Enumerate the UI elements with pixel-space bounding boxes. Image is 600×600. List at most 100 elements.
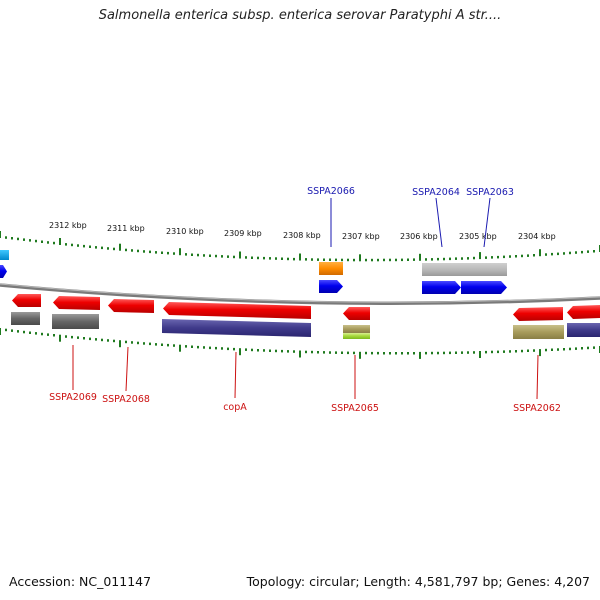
gene-feature[interactable] [513,325,564,339]
minor-tick [467,351,469,354]
gene-label[interactable]: SSPA2069 [49,392,97,403]
gene-feature[interactable] [0,250,9,260]
minor-tick [71,243,73,247]
minor-tick [311,258,313,261]
minor-tick [65,335,67,338]
gene-label[interactable]: SSPA2068 [102,394,150,405]
major-tick [539,349,541,357]
minor-tick [575,347,577,350]
minor-tick [515,350,517,353]
minor-tick [275,257,277,260]
minor-tick [83,337,85,340]
gene-label[interactable]: copA [223,402,247,413]
gene-label[interactable]: SSPA2062 [513,403,561,414]
minor-tick [521,349,523,353]
minor-tick [317,258,319,261]
scale-label: 2311 kbp [107,224,145,233]
minor-tick [197,253,199,257]
minor-tick [131,249,133,252]
minor-tick [293,257,295,261]
gene-feature[interactable] [343,325,370,333]
minor-tick [293,350,295,353]
minor-tick [413,352,415,355]
minor-tick [431,351,433,355]
gene-label[interactable]: SSPA2066 [307,186,355,197]
minor-tick [5,236,7,239]
minor-tick [107,247,109,250]
gene-feature-sspa2062[interactable] [513,307,563,321]
gene-feature-sspa2065[interactable] [343,307,370,320]
forward-genes [0,250,507,294]
scale-label: 2308 kbp [283,231,321,240]
gene-feature[interactable] [52,314,99,329]
minor-tick [209,346,211,350]
gene-feature-sspa2064[interactable] [422,281,461,294]
minor-tick [287,257,289,261]
gene-feature[interactable] [0,265,7,278]
minor-tick [491,350,493,354]
minor-tick [305,258,307,261]
minor-tick [533,349,535,352]
gene-feature-sspa2069[interactable] [53,296,100,310]
minor-tick [125,248,127,252]
minor-tick [215,346,217,350]
major-tick [299,350,301,358]
minor-tick [47,241,49,244]
minor-tick [311,350,313,354]
gene-feature[interactable] [422,263,507,276]
gene-feature[interactable] [11,312,40,325]
major-tick [239,251,241,259]
minor-tick [569,347,571,351]
gene-feature-copA[interactable] [163,302,311,319]
genome-backbone-highlight [0,283,600,303]
minor-tick [83,244,85,248]
gene-feature[interactable] [343,333,370,339]
scale-label: 2309 kbp [224,229,262,238]
gene-feature[interactable] [567,323,600,337]
minor-tick [287,350,289,353]
topology-text: Topology: circular; Length: 4,581,797 bp… [246,574,590,589]
minor-tick [371,351,373,355]
minor-tick [149,342,151,346]
minor-tick [41,240,43,243]
gene-label[interactable]: SSPA2064 [412,187,460,198]
gene-feature-sspa2068[interactable] [108,299,154,313]
minor-tick [563,348,565,351]
gene-feature-sspa2066[interactable] [319,280,343,293]
minor-tick [509,350,511,353]
gene-feature[interactable] [162,319,311,337]
minor-tick [23,330,25,334]
minor-tick [281,257,283,260]
major-tick [59,334,61,342]
genome-backbone [0,283,600,305]
minor-tick [65,243,67,246]
minor-tick [77,244,79,247]
minor-tick [569,251,571,255]
gene-feature[interactable] [12,294,41,307]
gene-feature[interactable] [319,262,343,275]
minor-tick [443,351,445,355]
minor-tick [365,258,367,262]
gene-label[interactable]: SSPA2065 [331,403,379,414]
minor-tick [107,339,109,342]
minor-tick [281,349,283,353]
minor-tick [473,256,475,260]
minor-tick [557,252,559,256]
minor-tick [203,346,205,349]
minor-tick [527,254,529,257]
minor-tick [347,258,349,262]
major-tick [299,253,301,261]
minor-tick [173,344,175,347]
gene-label[interactable]: SSPA2063 [466,187,514,198]
gene-labels: SSPA2066 SSPA2064 SSPA2063 SSPA2069 SSPA… [49,186,561,414]
minor-tick [383,352,385,355]
minor-tick [341,258,343,262]
minor-tick [167,343,169,347]
gene-feature[interactable] [567,305,600,319]
minor-tick [581,250,583,254]
minor-tick [17,330,19,333]
gene-feature-sspa2063[interactable] [461,281,507,294]
minor-tick [401,352,403,355]
minor-tick [89,245,91,248]
minor-tick [251,348,253,352]
